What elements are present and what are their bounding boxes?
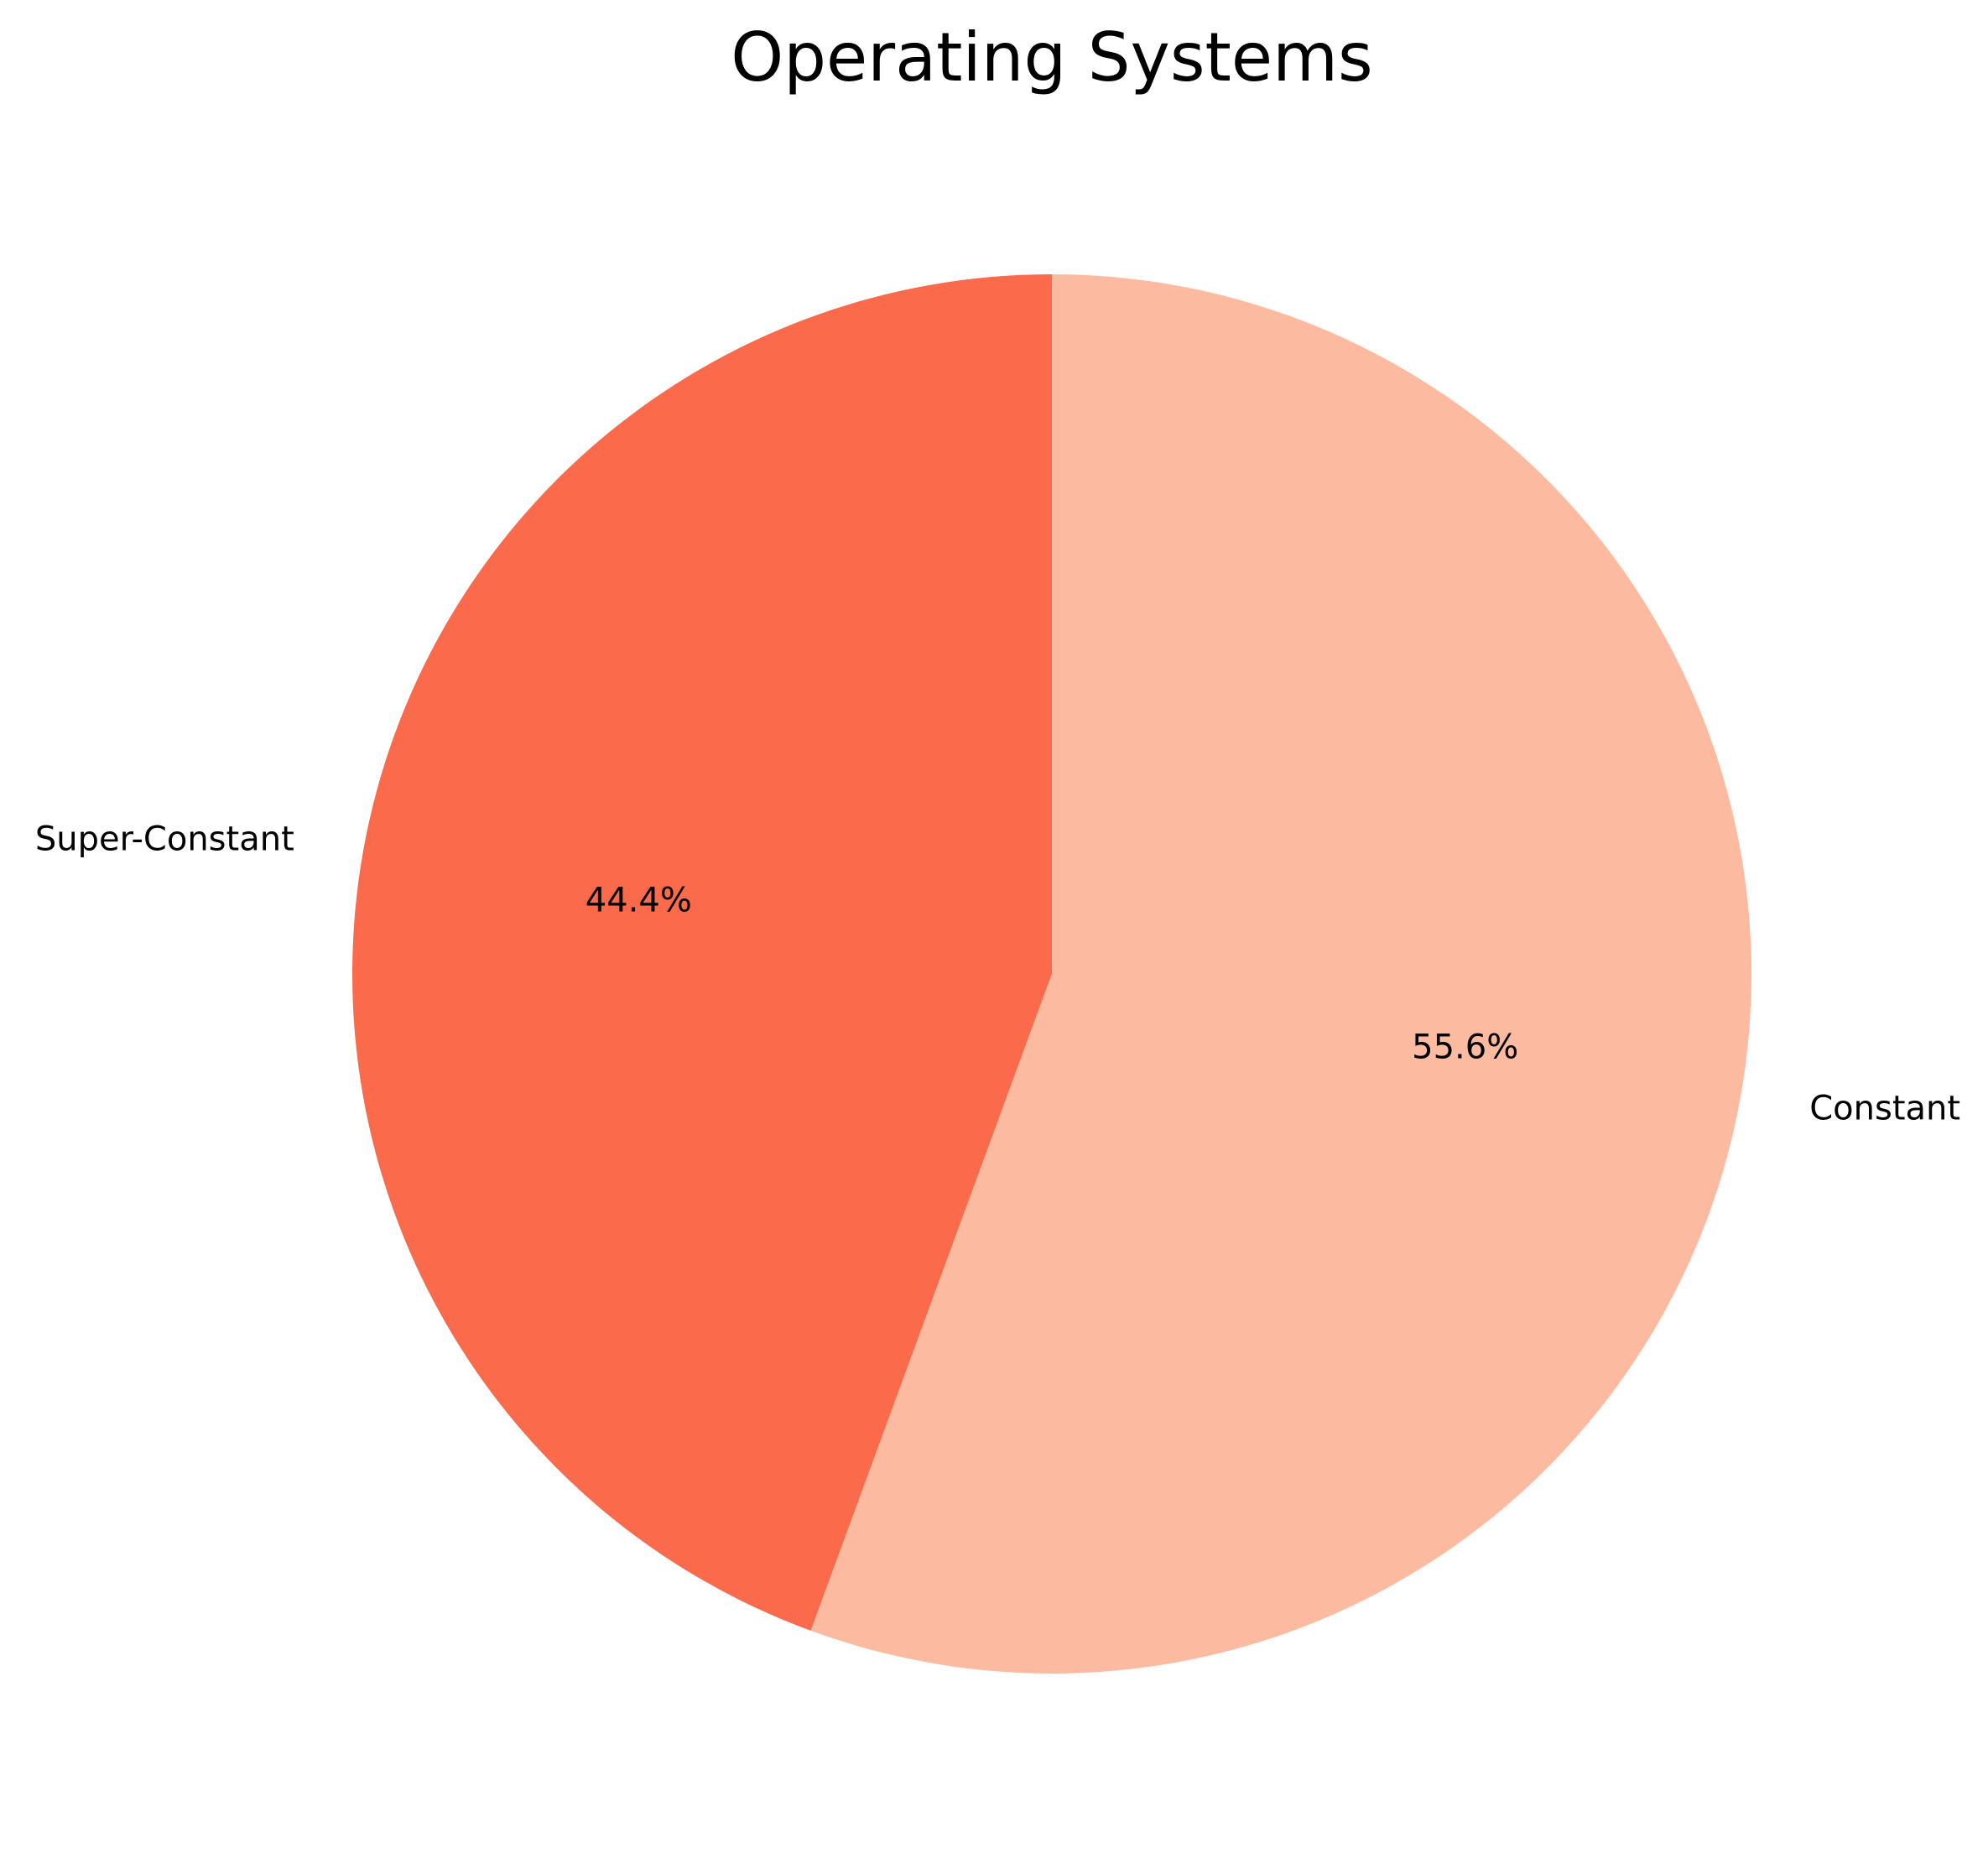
pie-labels: 44.4% Super-Constant 55.6% Constant <box>35 820 1960 1127</box>
chart-title: Operating Systems <box>731 18 1372 96</box>
pie-pct-label-2: 55.6% <box>1412 1028 1518 1067</box>
pie-slice-2 <box>810 274 1751 1674</box>
pie-category-label-1: Super-Constant <box>35 820 294 858</box>
pie-category-label-2: Constant <box>1809 1090 1960 1128</box>
pie-slices <box>351 274 1751 1674</box>
pie-slice-1 <box>351 274 1052 1631</box>
pie-pct-label-1: 44.4% <box>585 881 692 919</box>
